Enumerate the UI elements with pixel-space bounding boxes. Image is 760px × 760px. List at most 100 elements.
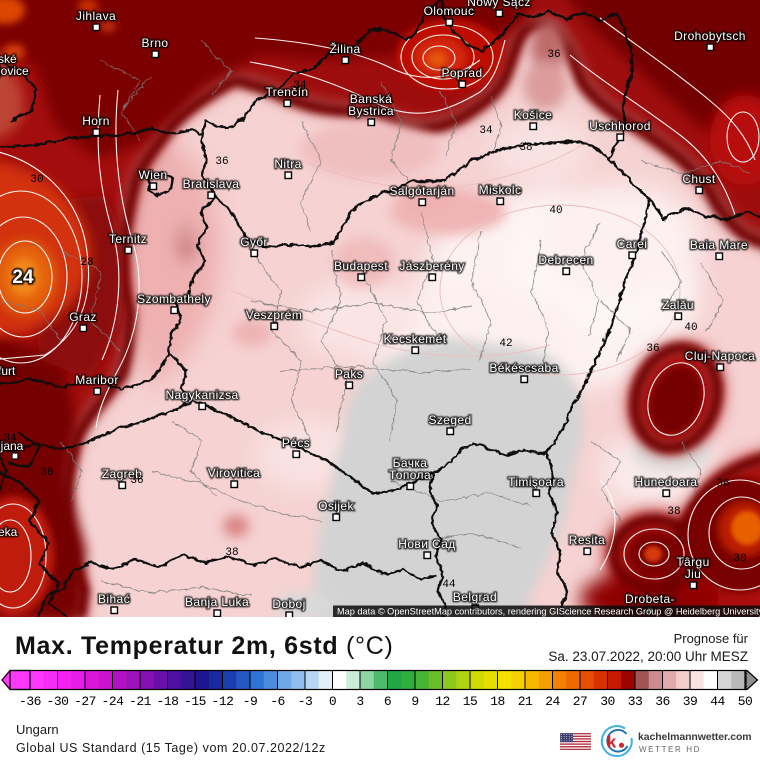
svg-text:Târgu: Târgu xyxy=(676,555,709,569)
svg-text:Wien: Wien xyxy=(139,168,168,182)
svg-text:ské: ské xyxy=(0,52,17,66)
svg-text:Nagykanizsa: Nagykanizsa xyxy=(165,388,238,402)
svg-text:Hunedoara: Hunedoara xyxy=(635,475,698,489)
svg-text:Hunedoara: Hunedoara xyxy=(635,475,698,489)
svg-text:Pécs: Pécs xyxy=(282,436,310,450)
svg-text:38: 38 xyxy=(667,506,680,518)
svg-text:Bystrica: Bystrica xyxy=(348,104,394,118)
svg-text:furt: furt xyxy=(0,364,16,378)
svg-text:36: 36 xyxy=(646,343,659,355)
svg-text:40: 40 xyxy=(549,205,562,217)
svg-text:Žilina: Žilina xyxy=(329,41,360,56)
svg-text:Szeged: Szeged xyxy=(428,413,471,427)
svg-text:36: 36 xyxy=(547,49,560,61)
svg-text:40: 40 xyxy=(684,322,697,334)
svg-text:Zalău: Zalău xyxy=(662,298,694,312)
svg-text:Ternitz: Ternitz xyxy=(109,232,147,246)
svg-text:Jiu: Jiu xyxy=(685,567,702,581)
svg-text:Košice: Košice xyxy=(514,108,552,122)
svg-text:Drobeta-: Drobeta- xyxy=(625,592,675,606)
svg-text:Košice: Košice xyxy=(514,108,552,122)
svg-text:Jászberény: Jászberény xyxy=(399,259,464,273)
svg-text:Maribor: Maribor xyxy=(75,373,118,387)
svg-text:Doboj: Doboj xyxy=(272,597,305,611)
svg-text:Veszprém: Veszprém xyxy=(246,308,303,322)
svg-text:Horn: Horn xyxy=(82,114,110,128)
svg-text:Szombathely: Szombathely xyxy=(137,292,211,306)
svg-text:Bystrica: Bystrica xyxy=(348,104,394,118)
svg-text:Olomouc: Olomouc xyxy=(424,4,475,18)
svg-text:34: 34 xyxy=(3,433,17,445)
svg-text:Szombathely: Szombathely xyxy=(137,292,211,306)
svg-text:Kecskemét: Kecskemét xyxy=(384,332,447,346)
svg-text:Nowy Sącz: Nowy Sącz xyxy=(467,0,531,9)
svg-text:ské: ské xyxy=(0,52,17,66)
svg-text:Timişoara: Timişoara xyxy=(508,475,564,489)
svg-text:Zagreb: Zagreb xyxy=(102,467,142,481)
svg-text:36: 36 xyxy=(716,478,729,490)
svg-text:Drohobytsch: Drohobytsch xyxy=(674,29,746,43)
svg-text:Paks: Paks xyxy=(335,367,363,381)
svg-text:Virovitica: Virovitica xyxy=(208,466,260,480)
svg-text:Békéscsaba: Békéscsaba xyxy=(489,361,558,375)
svg-text:Brno: Brno xyxy=(142,36,169,50)
svg-text:Jihlava: Jihlava xyxy=(76,9,116,23)
svg-text:Doboj: Doboj xyxy=(272,597,305,611)
svg-text:Zagreb: Zagreb xyxy=(102,467,142,481)
svg-text:Poprad: Poprad xyxy=(441,66,482,80)
svg-text:Brno: Brno xyxy=(142,36,169,50)
svg-text:Belgrad: Belgrad xyxy=(453,590,497,604)
svg-text:Miskolc: Miskolc xyxy=(479,183,522,197)
svg-text:Szeged: Szeged xyxy=(428,413,471,427)
svg-text:24: 24 xyxy=(12,267,34,288)
svg-text:38: 38 xyxy=(225,547,238,559)
svg-text:Győr: Győr xyxy=(240,235,268,249)
svg-text:Топола: Топола xyxy=(389,468,431,482)
svg-text:Baia Mare: Baia Mare xyxy=(690,238,748,252)
svg-text:Salgótarján: Salgótarján xyxy=(389,184,454,198)
svg-text:Banská: Banská xyxy=(350,92,392,106)
svg-text:Debrecen: Debrecen xyxy=(538,253,593,267)
svg-text:Cluj-Napoca: Cluj-Napoca xyxy=(685,349,755,363)
svg-text:Horn: Horn xyxy=(82,114,110,128)
svg-text:36: 36 xyxy=(130,475,143,487)
svg-text:30: 30 xyxy=(733,553,746,565)
svg-text:Kecskemét: Kecskemét xyxy=(384,332,447,346)
svg-text:Banja Luka: Banja Luka xyxy=(185,595,249,609)
svg-text:Wien: Wien xyxy=(139,168,168,182)
svg-text:Nitra: Nitra xyxy=(274,157,301,171)
svg-text:30: 30 xyxy=(30,174,43,186)
svg-text:36: 36 xyxy=(40,467,53,479)
svg-text:Нови Сад: Нови Сад xyxy=(398,537,455,551)
svg-text:Resita: Resita xyxy=(569,533,605,547)
svg-text:Carei: Carei xyxy=(617,237,648,251)
svg-text:Salgótarján: Salgótarján xyxy=(389,184,454,198)
svg-text:Virovitica: Virovitica xyxy=(208,466,260,480)
svg-text:eka: eka xyxy=(0,525,18,539)
svg-text:Paks: Paks xyxy=(335,367,363,381)
svg-text:jovice: jovice xyxy=(0,64,29,78)
svg-text:34: 34 xyxy=(479,125,493,137)
svg-text:Bihać: Bihać xyxy=(98,592,130,606)
svg-text:Resita: Resita xyxy=(569,533,605,547)
svg-text:Map data © OpenStreetMap contr: Map data © OpenStreetMap contributors, r… xyxy=(337,607,760,617)
svg-text:jovice: jovice xyxy=(0,64,29,78)
svg-text:Uschhorod: Uschhorod xyxy=(589,119,651,133)
svg-text:Бачка: Бачка xyxy=(393,456,428,470)
svg-text:Bihać: Bihać xyxy=(98,592,130,606)
svg-text:Graz: Graz xyxy=(69,310,97,324)
svg-text:24: 24 xyxy=(12,267,34,288)
svg-text:Graz: Graz xyxy=(69,310,97,324)
svg-text:Poprad: Poprad xyxy=(441,66,482,80)
svg-text:Nowy Sącz: Nowy Sącz xyxy=(467,0,531,9)
svg-text:Budapest: Budapest xyxy=(334,259,388,273)
svg-text:42: 42 xyxy=(499,338,512,350)
svg-text:Pécs: Pécs xyxy=(282,436,310,450)
svg-text:Târgu: Târgu xyxy=(676,555,709,569)
svg-text:Chust: Chust xyxy=(682,172,716,186)
svg-text:Uschhorod: Uschhorod xyxy=(589,119,651,133)
svg-text:34: 34 xyxy=(293,80,307,92)
svg-text:44: 44 xyxy=(442,579,456,591)
svg-text:Osijek: Osijek xyxy=(318,499,354,513)
svg-text:ljana: ljana xyxy=(0,439,24,453)
